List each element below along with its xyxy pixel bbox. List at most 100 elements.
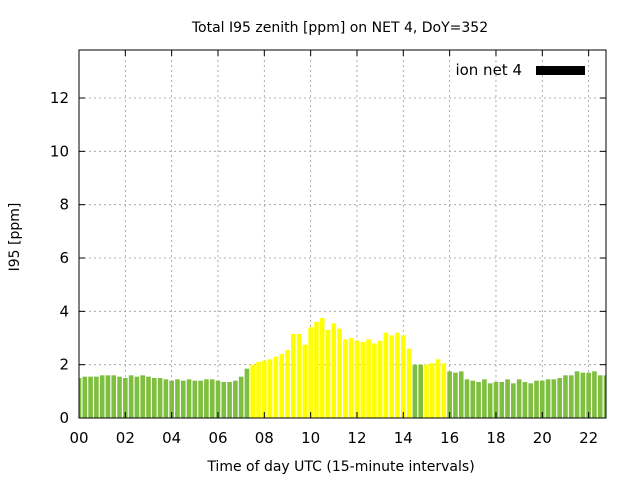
x-tick-labels: 00 02 04 06 08 10 12 14 16 18 20 22 bbox=[69, 429, 598, 447]
bar bbox=[157, 378, 163, 418]
bar bbox=[94, 376, 99, 418]
bar bbox=[221, 382, 227, 418]
bar bbox=[192, 380, 198, 418]
bar bbox=[111, 375, 117, 418]
bar bbox=[146, 376, 151, 418]
bar bbox=[198, 380, 203, 418]
y-tick-label: 2 bbox=[59, 356, 69, 374]
bar bbox=[580, 372, 586, 418]
bar bbox=[169, 380, 174, 418]
bar bbox=[348, 338, 354, 418]
bar bbox=[568, 375, 574, 418]
bar bbox=[227, 382, 232, 418]
bar bbox=[366, 339, 371, 418]
bar bbox=[372, 343, 377, 418]
y-tick-labels: 0 2 4 6 8 10 12 bbox=[50, 89, 69, 427]
x-axis-label: Time of day UTC (15-minute intervals) bbox=[206, 459, 474, 475]
bar bbox=[406, 348, 412, 418]
bar bbox=[79, 378, 82, 418]
bar bbox=[400, 335, 406, 418]
bar bbox=[557, 378, 562, 418]
bar bbox=[377, 340, 383, 418]
x-tick-label: 06 bbox=[208, 429, 227, 447]
bar bbox=[435, 359, 441, 418]
bar bbox=[204, 379, 209, 418]
bar bbox=[539, 380, 545, 418]
x-tick-label: 20 bbox=[533, 429, 552, 447]
bar bbox=[551, 379, 557, 418]
bar bbox=[493, 382, 499, 418]
bar bbox=[82, 376, 88, 418]
x-tick-label: 16 bbox=[440, 429, 459, 447]
x-tick-label: 22 bbox=[579, 429, 598, 447]
bar bbox=[105, 375, 111, 418]
bar bbox=[238, 376, 244, 418]
bar bbox=[597, 375, 603, 418]
bar bbox=[586, 372, 591, 418]
bar bbox=[412, 364, 418, 418]
y-axis-label: I95 [ppm] bbox=[7, 203, 23, 272]
bar bbox=[592, 371, 597, 418]
bar bbox=[441, 363, 447, 418]
y-tick-label: 8 bbox=[59, 196, 69, 214]
bar bbox=[296, 334, 302, 418]
bar bbox=[273, 356, 279, 418]
bar bbox=[123, 378, 128, 418]
bar bbox=[429, 363, 435, 418]
bar bbox=[279, 354, 285, 418]
chart-title: Total I95 zenith [ppm] on NET 4, DoY=352 bbox=[191, 20, 488, 36]
bar bbox=[99, 375, 105, 418]
bar bbox=[233, 380, 238, 418]
bars bbox=[79, 318, 606, 418]
legend-label: ion net 4 bbox=[455, 61, 522, 79]
bar bbox=[464, 379, 470, 418]
bar bbox=[117, 376, 122, 418]
x-tick-label: 12 bbox=[347, 429, 366, 447]
bar bbox=[482, 379, 487, 418]
bar bbox=[290, 334, 296, 418]
bar bbox=[603, 375, 606, 418]
bar bbox=[151, 378, 157, 418]
x-tick-label: 10 bbox=[301, 429, 320, 447]
bar bbox=[314, 322, 319, 418]
bar bbox=[302, 344, 308, 418]
bar bbox=[360, 342, 366, 418]
bar bbox=[470, 380, 476, 418]
x-tick-label: 18 bbox=[486, 429, 505, 447]
bar bbox=[325, 330, 331, 418]
bar bbox=[343, 339, 348, 418]
bar bbox=[180, 380, 186, 418]
bar bbox=[215, 380, 221, 418]
bar bbox=[308, 327, 313, 418]
bar bbox=[563, 375, 568, 418]
bar bbox=[424, 364, 429, 418]
bar bbox=[128, 375, 134, 418]
bar bbox=[140, 375, 146, 418]
x-tick-label: 02 bbox=[116, 429, 135, 447]
bar bbox=[134, 376, 140, 418]
bar bbox=[244, 368, 250, 418]
x-tick-label: 14 bbox=[394, 429, 413, 447]
bar bbox=[395, 332, 400, 418]
y-tick-label: 10 bbox=[50, 142, 69, 160]
y-tick-label: 6 bbox=[59, 249, 69, 267]
bar bbox=[418, 364, 423, 418]
y-tick-label: 12 bbox=[50, 89, 69, 107]
bar bbox=[337, 328, 342, 418]
bar bbox=[175, 379, 180, 418]
bar bbox=[476, 382, 481, 418]
bar bbox=[458, 371, 464, 418]
plot-frame bbox=[78, 49, 607, 419]
bar bbox=[256, 362, 261, 418]
bar bbox=[267, 359, 273, 418]
bar bbox=[545, 379, 551, 418]
bar bbox=[505, 379, 510, 418]
bar bbox=[319, 318, 325, 418]
y-tick-label: 4 bbox=[59, 302, 69, 320]
legend-swatch bbox=[536, 66, 585, 75]
bar bbox=[186, 379, 192, 418]
x-tick-label: 04 bbox=[162, 429, 181, 447]
bar bbox=[487, 383, 493, 418]
bar bbox=[209, 379, 215, 418]
